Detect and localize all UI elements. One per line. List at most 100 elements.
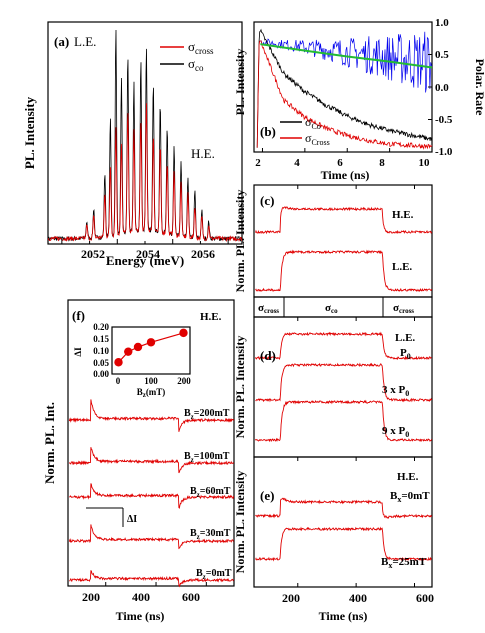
panel-c-plot	[255, 185, 433, 292]
spectrum-sigma-cross	[47, 103, 243, 243]
inset-point	[124, 347, 133, 356]
decay-sigma-cross	[256, 40, 433, 150]
panel-d-trace-label: 9 x P0	[382, 425, 409, 439]
inset-point	[114, 358, 123, 367]
legend-label-sigma-co-b: σCo	[305, 115, 321, 131]
panel-c-ylabel: Norm. PL. Intensity	[233, 190, 247, 293]
panel-d-label: (d)	[260, 348, 276, 363]
panel-f-trace-label: Bz=30mT	[190, 528, 231, 541]
trace-3xp0	[255, 362, 433, 403]
panel-b-plot	[256, 21, 433, 153]
panel-b-xlabel: Time (ns)	[321, 168, 370, 182]
inset-point	[133, 342, 143, 352]
panel-b-ylabel-left: PL. Intensity	[233, 49, 247, 116]
pol-bar-right-label: σcross	[393, 302, 414, 315]
panel-b-xtick-label: 8	[379, 157, 385, 169]
panel-e-ylabel: Norm. PL. Intensity	[233, 471, 247, 574]
inset-ytick: 0.00	[93, 369, 109, 379]
panel-c-trace-label-he: H.E.	[392, 209, 414, 221]
inset-ytick: 0.20	[93, 322, 109, 332]
trace-bx-25mt	[255, 526, 432, 562]
trace-he	[255, 206, 433, 235]
panel-b-label: (b)	[260, 124, 276, 139]
panel-e-trace-label: Bx=0mT	[390, 490, 430, 504]
trace-bz-1	[68, 447, 235, 474]
panel-a-xlabel: Energy (meV)	[106, 253, 184, 268]
panel-f-inset-plot	[114, 328, 188, 367]
panel-b-xtick-label: 4	[294, 157, 300, 169]
inset-xtick: 0	[116, 376, 121, 386]
pol-bar-left-label: σcross	[258, 302, 279, 315]
panel-c-trace-label-le: L.E.	[392, 261, 412, 273]
panel-d-ylabel: Norm. PL. Intensity	[233, 336, 247, 439]
panel-b-xtick-label: 10	[419, 157, 431, 169]
polarization-fit-line	[260, 43, 433, 69]
decay-sigma-co	[256, 28, 433, 148]
panel-f-xlabel: Time (ns)	[116, 609, 165, 623]
panel-a-he-annotation: H.E.	[191, 146, 215, 161]
trace-bx-0mt	[255, 497, 433, 519]
panel-f-annotation: H.E.	[200, 311, 222, 323]
panel-a-le-annotation: L.E.	[74, 34, 96, 49]
trace-bz-3	[68, 524, 234, 550]
inset-point	[146, 338, 156, 347]
inset-ytick: 0.15	[93, 334, 109, 344]
panel-a-xtick-label: 2056	[191, 247, 215, 261]
panel-b-ytick-right: -1.0	[435, 146, 453, 158]
panel-f-inset: ΔI 0.20 0.15 0.10 0.05 0.00 0 100 200 Bz…	[73, 322, 191, 399]
panel-c-label: (c)	[260, 193, 274, 208]
inset-ytick: 0.10	[93, 346, 109, 356]
panel-f-label: (f)	[72, 308, 85, 323]
panel-f-ylabel: Norm. PL. Int.	[42, 402, 57, 484]
polarization-rate-trace	[260, 31, 432, 93]
panel-a-label: (a)	[54, 34, 69, 49]
trace-9xp0	[255, 399, 433, 443]
trace-p0	[255, 331, 432, 361]
inset-ytick: 0.05	[93, 358, 109, 368]
inset-xlabel: Bz(mT)	[137, 387, 166, 399]
panel-a-xtick-label: 2054	[136, 247, 160, 261]
delta-i-label: ΔI	[127, 514, 137, 525]
panel-e-label: (e)	[260, 488, 274, 503]
panel-d-trace-label: 3 x P0	[382, 384, 409, 398]
trace-bz-2	[69, 483, 235, 509]
panel-f-xtick-label: 400	[132, 590, 150, 604]
panel-b-ylabel-right: Polar. Rate	[473, 59, 485, 117]
trace-le	[255, 249, 433, 292]
panel-a-plot	[47, 29, 243, 244]
panel-e-plot	[255, 457, 433, 587]
panel-c: (c) Norm. PL. Intensity H.E. L.E.	[233, 184, 433, 298]
panel-b-xtick-label: 2	[255, 157, 261, 169]
panel-b-ytick-right: 0.0	[435, 82, 449, 94]
inset-ylabel: ΔI	[73, 347, 83, 357]
panel-d-plot	[255, 317, 433, 443]
trace-bz-4	[69, 570, 234, 588]
panel-f-xtick-label: 600	[182, 590, 200, 604]
panel-e-xtick-label: 600	[416, 591, 434, 605]
panel-f-trace-label: Bz=60mT	[190, 486, 231, 499]
panel-d-trace-label: P0	[400, 347, 411, 361]
inset-xtick: 200	[177, 376, 191, 386]
inset-xtick: 100	[144, 376, 158, 386]
inset-point	[179, 328, 188, 338]
panel-e-xtick-label: 400	[349, 591, 367, 605]
panel-b-ytick-right: 1.0	[435, 17, 449, 29]
panel-d: (d) L.E. Norm. PL. Intensity P0 3 x P0 9…	[233, 316, 433, 458]
trace-bz-0	[68, 399, 235, 432]
panel-f-trace-label: Bz=100mT	[184, 451, 230, 464]
polarization-bar: σcross σco σcross	[253, 296, 433, 318]
panel-b-xtick-label: 6	[337, 157, 343, 169]
pol-bar-mid-label: σco	[325, 302, 338, 315]
legend-label-sigma-cross-b: σCross	[305, 131, 330, 147]
panel-e-xtick-label: 200	[282, 591, 300, 605]
panel-e-xlabel: Time (ns)	[319, 609, 368, 623]
legend-label-sigma-co: σco	[188, 56, 204, 73]
panel-e: (e) H.E. Norm. PL. Intensity Bx=0mT Bx=2…	[233, 456, 434, 623]
panel-e-annotation: H.E.	[397, 471, 419, 483]
panel-b-ytick-right: -0.5	[435, 114, 453, 126]
panel-a-xtick-label: 2052	[81, 247, 105, 261]
legend-label-sigma-cross: σcross	[188, 39, 214, 56]
panel-b-ytick-right: 0.5	[435, 49, 449, 61]
panel-a-ylabel: PL. Intensity	[22, 96, 37, 169]
